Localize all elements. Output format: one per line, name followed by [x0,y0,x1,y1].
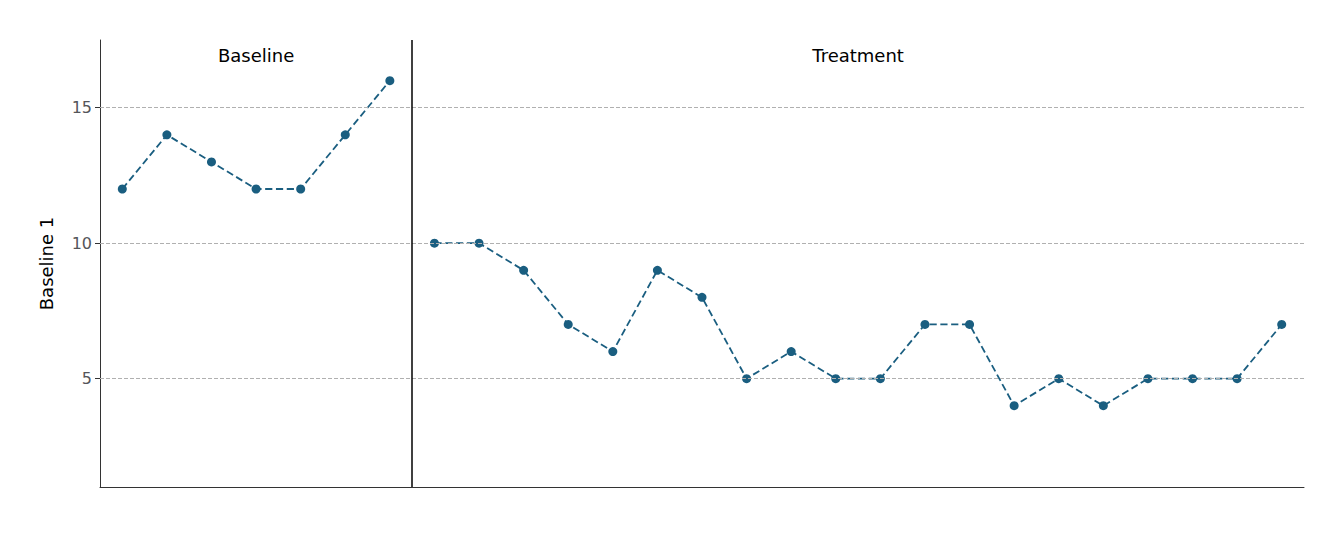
svg-text:Treatment: Treatment [811,45,904,66]
svg-text:5: 5 [82,369,92,388]
svg-text:Baseline 1: Baseline 1 [36,217,57,311]
svg-text:10: 10 [72,234,92,253]
svg-text:Baseline: Baseline [218,45,294,66]
svg-text:15: 15 [72,98,92,117]
